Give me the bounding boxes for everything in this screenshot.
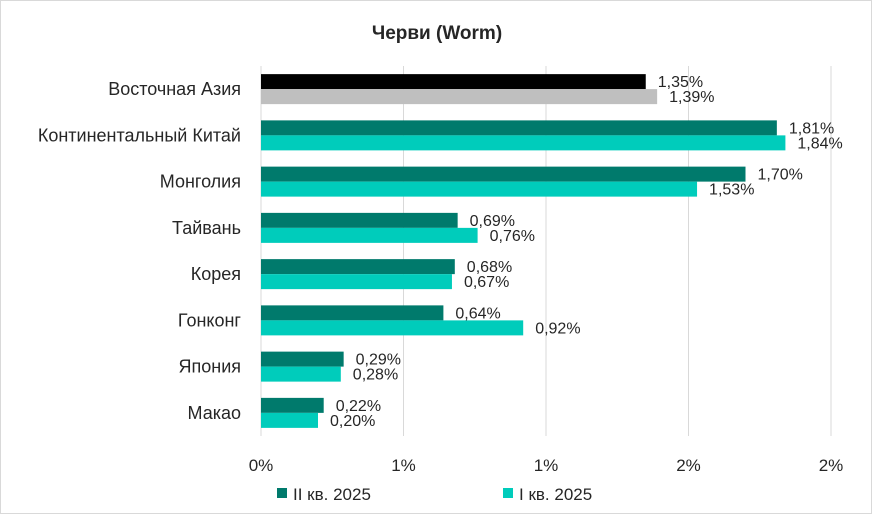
data-label: 0,76%	[490, 228, 535, 245]
x-tick-label: 0%	[249, 456, 274, 475]
category-label: Континентальный Китай	[38, 125, 241, 145]
data-label: 0,28%	[353, 367, 398, 384]
bar	[261, 305, 444, 321]
x-tick-label: 2%	[676, 456, 701, 475]
x-tick-label: 1%	[534, 456, 559, 475]
bar	[261, 274, 452, 290]
data-label: 0,64%	[455, 305, 500, 322]
x-axis-ticks: 0% 1% 1% 2% 2%	[249, 456, 844, 475]
legend-swatch-q2	[277, 488, 287, 498]
category-label: Тайвань	[172, 218, 241, 238]
data-label: 1,39%	[669, 89, 714, 106]
data-label: 1,70%	[758, 167, 803, 184]
bar	[261, 181, 698, 197]
data-label: 0,29%	[356, 352, 401, 369]
legend-label-q1: I кв. 2025	[519, 485, 592, 504]
x-tick-label: 2%	[819, 456, 844, 475]
category-label: Япония	[179, 357, 242, 377]
bar	[261, 397, 324, 413]
category-label: Корея	[191, 264, 241, 284]
data-label: 1,81%	[789, 120, 834, 137]
bar	[261, 412, 318, 428]
bar	[261, 166, 746, 182]
category-label: Гонконг	[178, 310, 242, 330]
bar	[261, 320, 524, 336]
chart-title: Черви (Worm)	[372, 23, 502, 44]
data-labels: 1,35%1,39% 1,81%1,84% 1,70%1,53% 0,69%0,76%…	[330, 74, 843, 430]
data-label: 1,53%	[709, 182, 754, 199]
bar	[261, 212, 458, 228]
category-label: Восточная Азия	[108, 79, 241, 99]
category-label: Макао	[188, 403, 242, 423]
legend: II кв. 2025 I кв. 2025	[277, 485, 592, 504]
bars	[261, 74, 786, 428]
data-label: 0,68%	[467, 259, 512, 276]
x-tick-label: 1%	[391, 456, 416, 475]
bar	[261, 135, 786, 151]
legend-swatch-q1	[503, 488, 513, 498]
category-label: Монголия	[160, 172, 241, 192]
data-label: 0,22%	[336, 398, 381, 415]
data-label: 1,84%	[797, 135, 842, 152]
bar	[261, 89, 658, 105]
category-labels: Восточная Азия Континентальный Китай Монго…	[38, 79, 242, 423]
data-label: 0,20%	[330, 413, 375, 430]
bar	[261, 351, 344, 367]
bar	[261, 227, 478, 243]
bar	[261, 259, 455, 275]
data-label: 0,69%	[470, 213, 515, 230]
bar	[261, 74, 646, 90]
legend-label-q2: II кв. 2025	[293, 485, 371, 504]
data-label: 0,92%	[535, 320, 580, 337]
bar	[261, 120, 777, 136]
bar	[261, 366, 341, 382]
data-label: 0,67%	[464, 274, 509, 291]
data-label: 1,35%	[658, 74, 703, 91]
